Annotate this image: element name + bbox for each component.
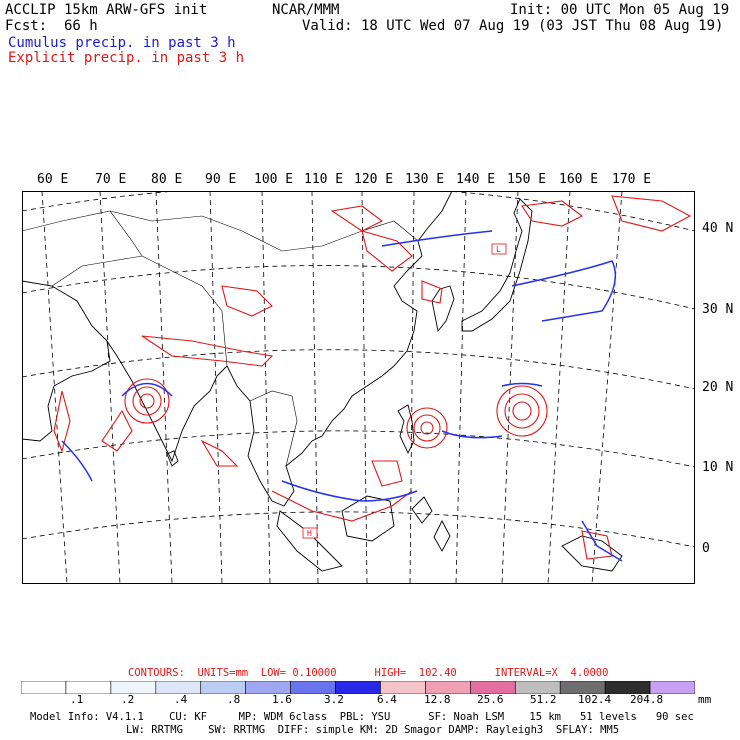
border-2: [22, 210, 143, 257]
colorbar-tick: .8: [227, 693, 241, 706]
lat-label: 10 N: [702, 460, 734, 475]
meridian-170e: [591, 191, 623, 584]
init-time: Init: 00 UTC Mon 05 Aug 19: [510, 2, 730, 18]
sulawesi: [433, 520, 451, 552]
lon-label: 110 E: [304, 172, 344, 187]
east-asia-coast: [226, 191, 453, 507]
low-center-label: L: [496, 245, 501, 254]
typhoon-1-rings: [406, 407, 448, 449]
front-band: [511, 260, 617, 322]
colorbar-unit: mm: [698, 693, 712, 706]
meridian-80e: [155, 191, 173, 584]
colorbar-tick: 102.4: [578, 693, 612, 706]
colorbar-tick: .1: [70, 693, 84, 706]
lon-label: 130 E: [405, 172, 445, 187]
meridian-120e: [361, 191, 368, 584]
lat-label: 40 N: [702, 221, 734, 236]
new-guinea: [561, 535, 623, 572]
typhoon-2-rings: [496, 385, 548, 437]
high-center-label: H: [307, 529, 312, 538]
legend-cumulus: Cumulus precip. in past 3 h: [8, 35, 236, 51]
lat-label: 0: [702, 541, 710, 556]
lon-label: 90 E: [205, 172, 237, 187]
mindanao: [411, 496, 433, 524]
sri-lanka: [166, 450, 179, 467]
forecast-label: Fcst:: [5, 18, 48, 34]
cumulus-precip: [61, 230, 623, 562]
country-borders: [22, 210, 419, 467]
lat-label: 30 N: [702, 302, 734, 317]
low-center-box: [491, 243, 507, 255]
colorbar-tick: 1.6: [272, 693, 292, 706]
colorbar-tick: 25.6: [477, 693, 504, 706]
meridian-160e: [547, 191, 571, 584]
lon-label: 120 E: [354, 172, 394, 187]
lon-label: 70 E: [95, 172, 127, 187]
meridian-140e: [455, 191, 467, 584]
colorbar-tick: 6.4: [377, 693, 397, 706]
colorbar-tick: 3.2: [324, 693, 344, 706]
colorbar-tick: .4: [174, 693, 188, 706]
meridian-60e: [41, 191, 68, 584]
korea: [431, 285, 455, 333]
monsoon-low-rings: [124, 378, 170, 424]
lon-label: 170 E: [612, 172, 652, 187]
valid-time: Valid: 18 UTC Wed 07 Aug 19 (03 JST Thu …: [302, 18, 724, 34]
forecast-hour: 66 h: [64, 18, 98, 34]
border-indochina: [249, 390, 298, 467]
meridian-150e: [501, 191, 519, 584]
graticule: [22, 191, 695, 584]
lat-label: 20 N: [702, 380, 734, 395]
meridian-70e: [99, 191, 121, 584]
colorbar-swatch: [649, 681, 695, 694]
lon-label: 140 E: [456, 172, 496, 187]
precipitation-map: L H: [22, 191, 695, 584]
lon-label: 160 E: [559, 172, 599, 187]
lon-label: 80 E: [151, 172, 183, 187]
colorbar-swatch: [21, 681, 67, 694]
model-info-line2: LW: RRTMG SW: RRTMG DIFF: simple KM: 2D …: [126, 724, 620, 736]
border-1: [51, 255, 228, 367]
colorbar-tick: 51.2: [530, 693, 557, 706]
lon-label: 100 E: [254, 172, 294, 187]
colorbar-tick: 12.8: [424, 693, 451, 706]
colorbar-tick: .2: [121, 693, 135, 706]
high-center-box: [302, 527, 318, 539]
contours-info: CONTOURS: UNITS=mm LOW= 0.10000 HIGH= 10…: [128, 667, 609, 679]
pressure-centers: L H: [302, 243, 507, 539]
coastlines: [22, 191, 623, 572]
meridian-100e: [261, 191, 271, 584]
meridian-90e: [209, 191, 223, 584]
explicit-precip: [53, 195, 692, 560]
meridian-110e: [311, 191, 319, 584]
border-mongolia: [109, 210, 419, 252]
model-info-line1: Model Info: V4.1.1 CU: KF MP: WDM 6class…: [30, 711, 694, 723]
arabia-coast: [22, 280, 111, 442]
taiwan-philippines: [397, 404, 415, 455]
colorbar-tick: 204.8: [630, 693, 664, 706]
legend-explicit: Explicit precip. in past 3 h: [8, 50, 245, 66]
borneo: [341, 495, 395, 542]
lon-label: 150 E: [507, 172, 547, 187]
organization: NCAR/MMM: [272, 2, 340, 18]
lon-label: 60 E: [37, 172, 69, 187]
parallel-0: [22, 511, 695, 548]
precip-colorbar: [21, 681, 695, 694]
india-coast: [106, 340, 228, 463]
meridian-130e: [409, 191, 415, 584]
product-title: ACCLIP 15km ARW-GFS init: [5, 2, 208, 18]
parallel-10n: [22, 430, 695, 468]
